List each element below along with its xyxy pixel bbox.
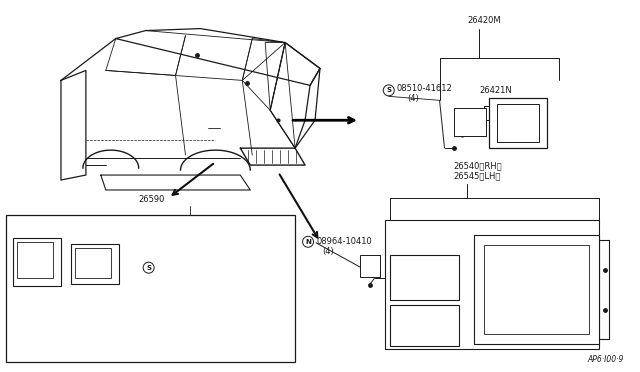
Text: 26421N: 26421N	[479, 86, 512, 95]
Bar	[6, 215, 295, 362]
Bar	[454, 108, 486, 136]
Text: 26480A: 26480A	[73, 215, 105, 224]
Text: 26590: 26590	[139, 195, 165, 205]
Bar	[13, 238, 61, 286]
Text: 25342E: 25342E	[33, 320, 65, 329]
Bar	[17, 242, 53, 278]
Text: 26420M: 26420M	[467, 16, 501, 25]
Text: AP6·I00·9: AP6·I00·9	[587, 355, 623, 364]
Bar	[484, 245, 589, 334]
Text: (2): (2)	[171, 270, 182, 279]
Text: (4): (4)	[408, 94, 419, 103]
Bar	[385, 220, 599, 349]
Text: S: S	[387, 87, 391, 93]
Text: 26545〈LH〉: 26545〈LH〉	[454, 171, 501, 180]
Text: 26543: 26543	[420, 285, 446, 294]
Text: (4): (4)	[322, 247, 333, 256]
Bar	[497, 104, 539, 142]
Text: 26591: 26591	[73, 331, 99, 340]
Text: 26542〈LH〉: 26542〈LH〉	[474, 235, 522, 244]
Text: 08510-41612: 08510-41612	[397, 84, 452, 93]
Bar	[490, 98, 547, 148]
Bar	[75, 248, 111, 278]
Text: 26410J: 26410J	[388, 221, 417, 230]
Text: 26540〈RH〉: 26540〈RH〉	[454, 161, 502, 171]
Text: 26541〈RH〉: 26541〈RH〉	[474, 225, 523, 234]
Bar	[390, 255, 460, 299]
Bar	[474, 235, 599, 344]
Text: S: S	[146, 265, 151, 271]
Bar	[71, 244, 119, 283]
Bar	[360, 255, 380, 277]
Text: ㈨2㈩: ㈨2㈩	[175, 270, 191, 279]
Bar	[390, 305, 460, 346]
Text: N: N	[305, 239, 311, 245]
Text: 08964-10410: 08964-10410	[316, 237, 372, 246]
Text: 08530-42020: 08530-42020	[157, 260, 213, 269]
Text: 26410H: 26410H	[544, 270, 577, 279]
